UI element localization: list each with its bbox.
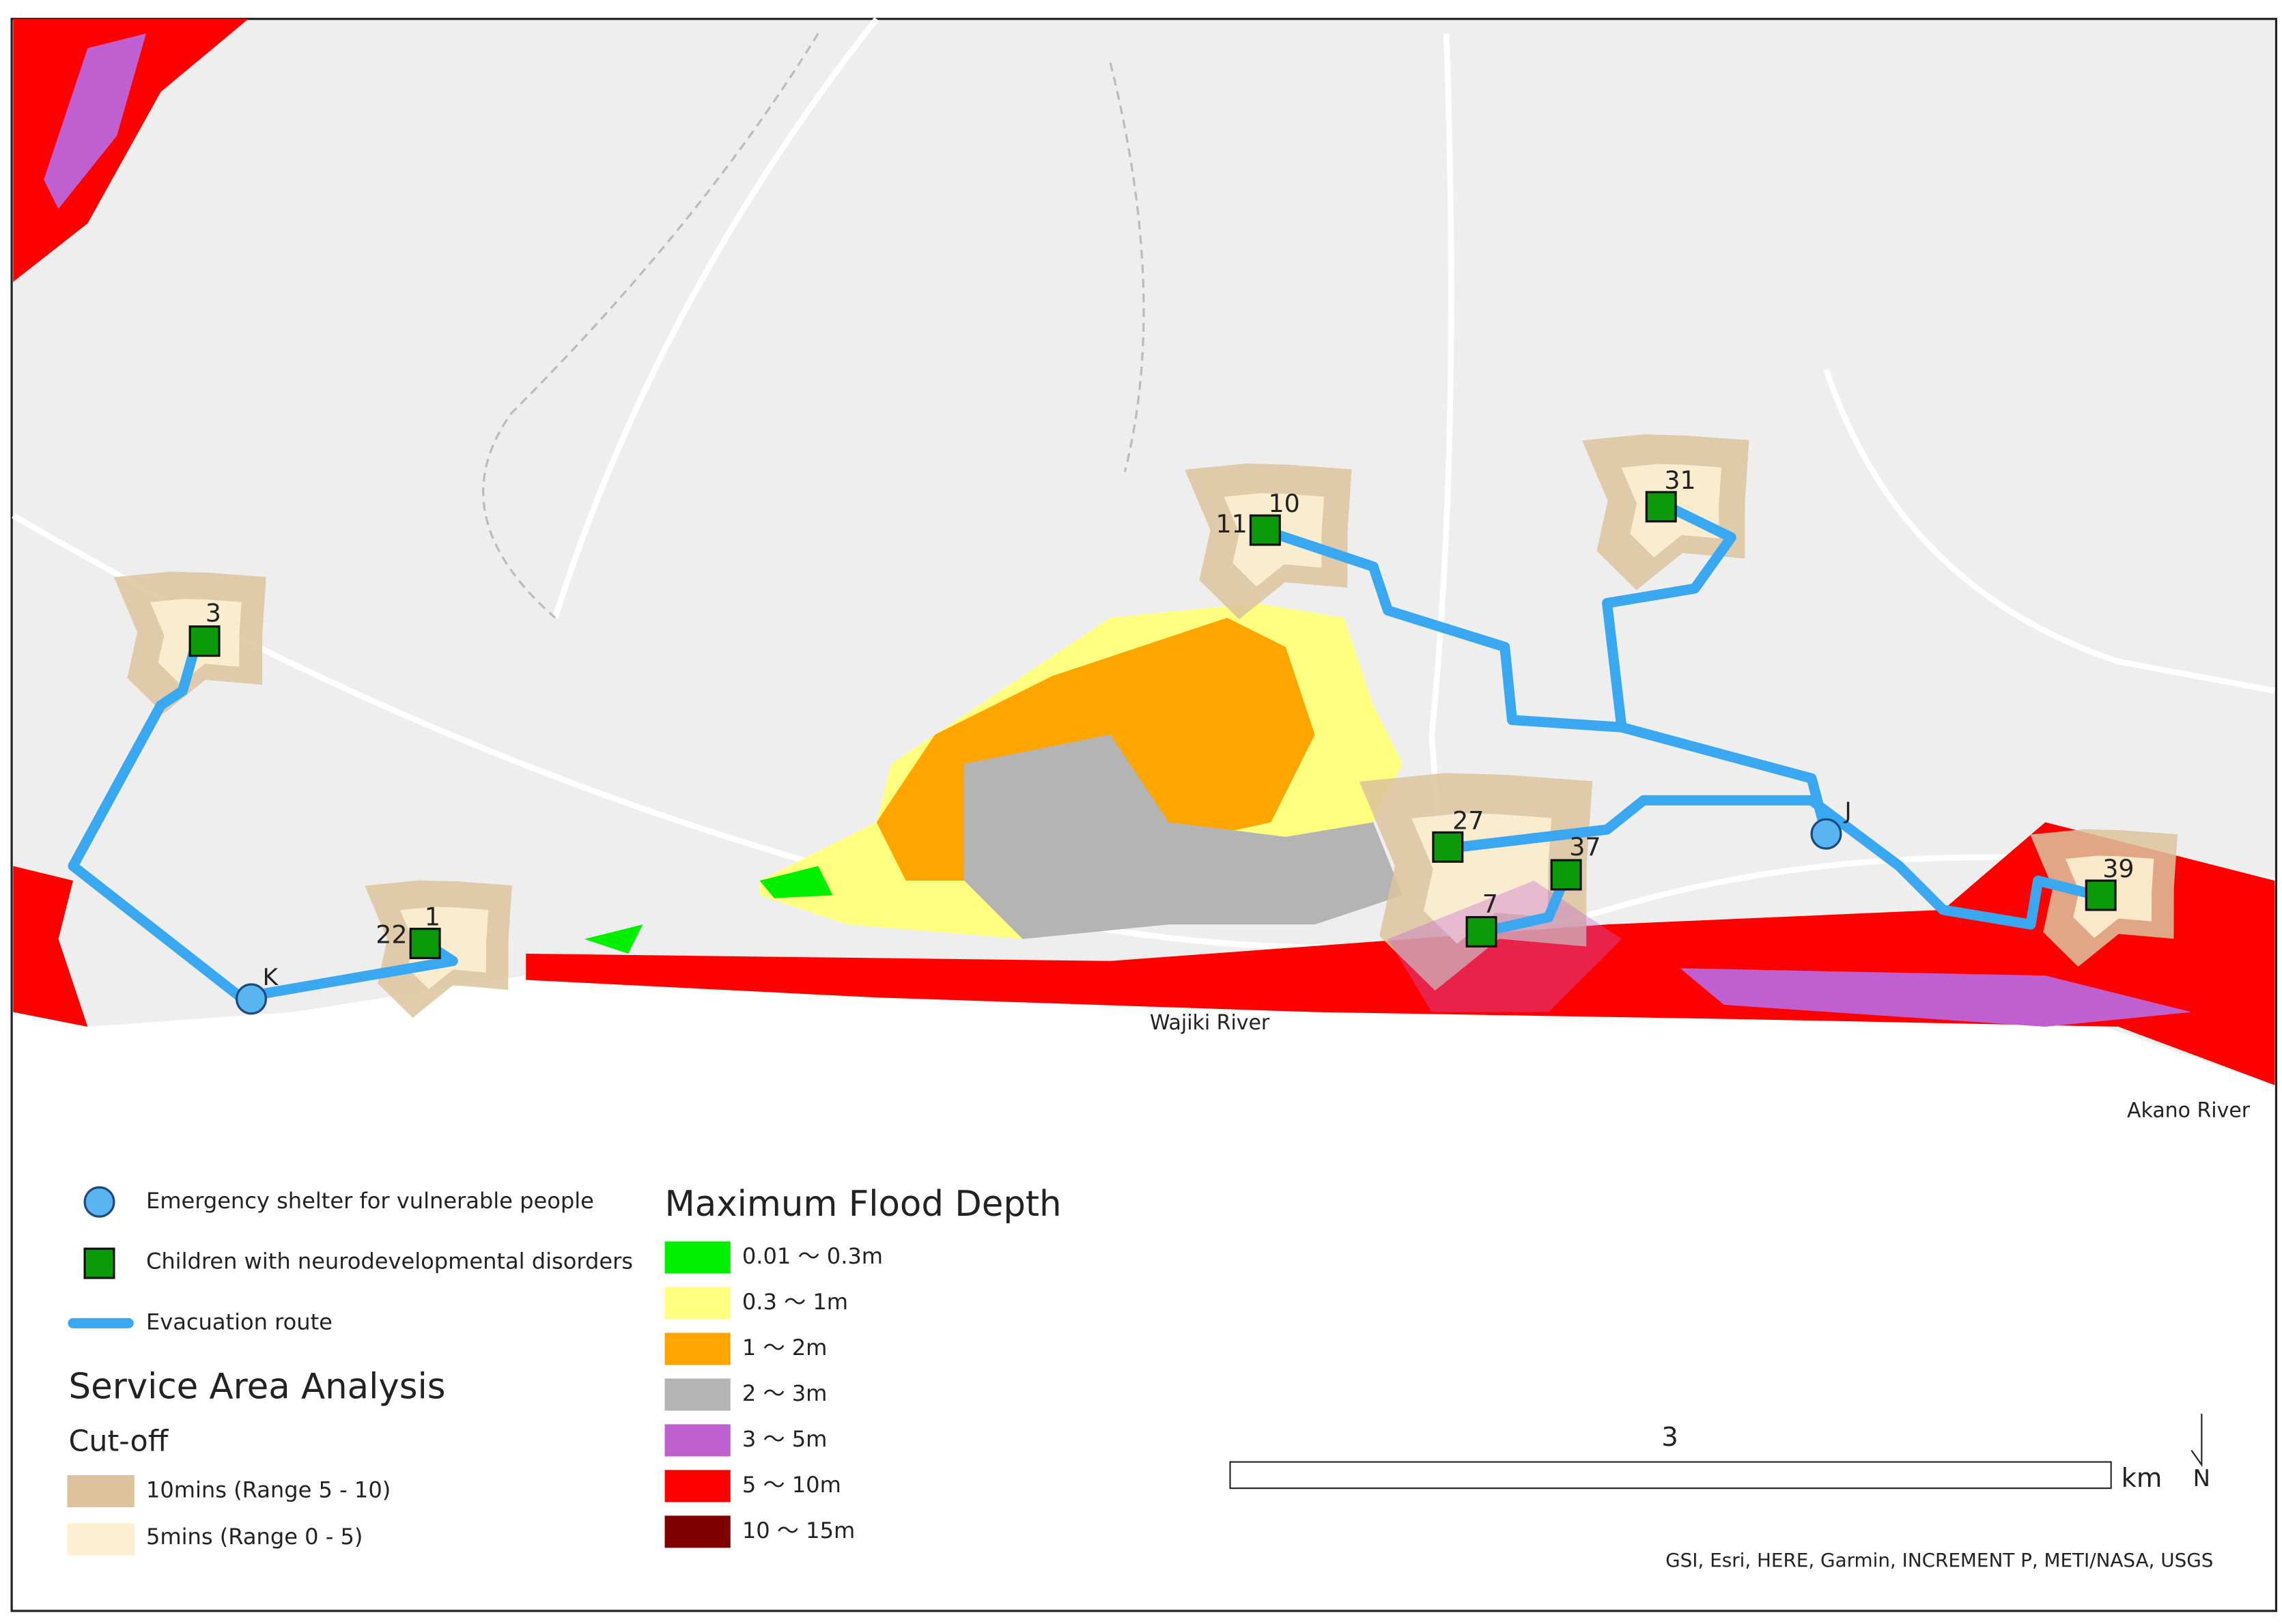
flood-overlap xyxy=(1387,881,1622,1012)
boundaries xyxy=(482,33,1145,619)
child-label: 7 xyxy=(1482,889,1498,918)
legend-label: 2 ～ 3m xyxy=(742,1380,828,1406)
legend-label: Emergency shelter for vulnerable people xyxy=(146,1188,594,1214)
legend-label: 0.01 ～ 0.3m xyxy=(742,1243,883,1269)
legend-label: 5mins (Range 0 - 5) xyxy=(146,1524,363,1550)
flood-area xyxy=(964,735,1403,939)
shelter-label: K xyxy=(263,964,279,991)
river-label: Akano River xyxy=(2127,1099,2251,1123)
child-marker xyxy=(1645,491,1677,523)
attribution: GSI, Esri, HERE, Garmin, INCREMENT P, ME… xyxy=(1665,1549,2213,1571)
legend-swatch xyxy=(664,1470,731,1502)
flood-area xyxy=(584,866,833,954)
child-marker xyxy=(188,625,221,657)
child-marker xyxy=(2085,879,2117,911)
child-label: 22 xyxy=(376,920,407,949)
legend-swatch xyxy=(664,1515,731,1548)
evacuation-route xyxy=(68,634,458,1003)
legend-title: Service Area Analysis xyxy=(69,1367,446,1408)
evacuation-route xyxy=(1258,525,1831,840)
legend-label: 10 ～ 15m xyxy=(742,1518,855,1543)
legend-label: 3 ～ 5m xyxy=(742,1426,828,1452)
child-label: 1 xyxy=(425,902,440,932)
legend-label: 1 ～ 2m xyxy=(742,1335,828,1361)
child-label: 11 xyxy=(1216,509,1248,539)
child-marker xyxy=(1550,859,1582,891)
legend-shelter xyxy=(83,1186,115,1218)
child-label: 27 xyxy=(1452,806,1484,835)
shelter-label: J xyxy=(1844,797,1852,825)
shelter-marker xyxy=(1810,818,1842,850)
river-label: Wajiki River xyxy=(1150,1011,1270,1035)
legend-label: 5 ～ 10m xyxy=(742,1472,841,1498)
scale-label: 3 xyxy=(1661,1422,1678,1453)
legend-swatch xyxy=(67,1523,135,1556)
legend-label: 0.3 ～ 1m xyxy=(742,1289,848,1315)
flood-area xyxy=(13,866,88,1027)
legend-swatch xyxy=(664,1287,731,1320)
north-arrow xyxy=(2191,1414,2203,1468)
legend-label: Evacuation route xyxy=(146,1309,333,1335)
scale-unit: km xyxy=(2122,1463,2163,1494)
evacuation-route xyxy=(1441,795,2102,930)
legend-label: Children with neurodevelopmental disorde… xyxy=(146,1249,633,1274)
evacuation-route xyxy=(1602,500,1736,732)
child-marker xyxy=(409,928,441,960)
flood-area xyxy=(44,33,146,209)
child-label: 37 xyxy=(1569,832,1601,861)
legend-swatch xyxy=(664,1424,731,1457)
child-marker xyxy=(1249,514,1281,546)
evacuation-routes xyxy=(68,500,2102,1003)
legend-child xyxy=(83,1247,115,1279)
legend-swatch xyxy=(664,1378,731,1411)
legend-swatch xyxy=(664,1333,731,1365)
flood-area xyxy=(1680,968,2192,1027)
child-label: 39 xyxy=(2102,854,2134,883)
north-label: N xyxy=(2193,1465,2211,1492)
child-marker xyxy=(1465,915,1497,948)
legend-label: 10mins (Range 5 - 10) xyxy=(146,1477,391,1502)
flood-area xyxy=(13,18,249,282)
child-label: 10 xyxy=(1269,489,1300,518)
land xyxy=(13,20,2275,1085)
legend-title: Maximum Flood Depth xyxy=(665,1184,1062,1225)
legend-swatch xyxy=(664,1241,731,1274)
child-label: 3 xyxy=(206,599,221,628)
child-label: 31 xyxy=(1664,466,1695,495)
legend-swatch xyxy=(67,1475,135,1507)
scale-bar xyxy=(1229,1461,2112,1490)
legend-subtitle: Cut-off xyxy=(69,1424,169,1458)
child-marker xyxy=(1432,831,1464,863)
shelter-marker xyxy=(236,983,268,1015)
